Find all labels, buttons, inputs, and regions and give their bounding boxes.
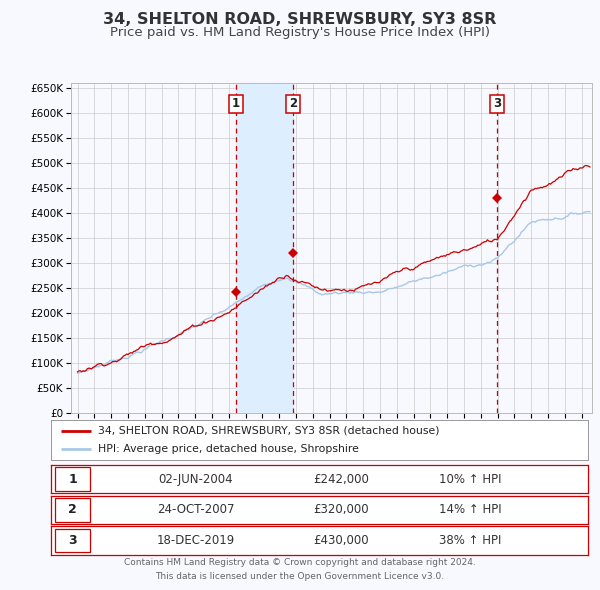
Text: 10% ↑ HPI: 10% ↑ HPI bbox=[439, 473, 501, 486]
Text: 14% ↑ HPI: 14% ↑ HPI bbox=[439, 503, 501, 516]
Text: 2: 2 bbox=[289, 97, 297, 110]
Text: 1: 1 bbox=[68, 473, 77, 486]
Text: 3: 3 bbox=[493, 97, 501, 110]
Text: £430,000: £430,000 bbox=[313, 534, 369, 547]
Text: Contains HM Land Registry data © Crown copyright and database right 2024.: Contains HM Land Registry data © Crown c… bbox=[124, 558, 476, 567]
Text: This data is licensed under the Open Government Licence v3.0.: This data is licensed under the Open Gov… bbox=[155, 572, 445, 581]
Text: 2: 2 bbox=[68, 503, 77, 516]
Text: 02-JUN-2004: 02-JUN-2004 bbox=[158, 473, 233, 486]
Text: 38% ↑ HPI: 38% ↑ HPI bbox=[439, 534, 501, 547]
Text: £242,000: £242,000 bbox=[313, 473, 369, 486]
Text: 1: 1 bbox=[232, 97, 240, 110]
FancyBboxPatch shape bbox=[55, 467, 90, 491]
Text: Price paid vs. HM Land Registry's House Price Index (HPI): Price paid vs. HM Land Registry's House … bbox=[110, 26, 490, 39]
Text: 3: 3 bbox=[68, 534, 77, 547]
Text: 34, SHELTON ROAD, SHREWSBURY, SY3 8SR (detached house): 34, SHELTON ROAD, SHREWSBURY, SY3 8SR (d… bbox=[98, 426, 440, 436]
Text: 34, SHELTON ROAD, SHREWSBURY, SY3 8SR: 34, SHELTON ROAD, SHREWSBURY, SY3 8SR bbox=[103, 12, 497, 27]
Text: 24-OCT-2007: 24-OCT-2007 bbox=[157, 503, 235, 516]
Text: 18-DEC-2019: 18-DEC-2019 bbox=[157, 534, 235, 547]
Text: HPI: Average price, detached house, Shropshire: HPI: Average price, detached house, Shro… bbox=[98, 444, 359, 454]
FancyBboxPatch shape bbox=[55, 529, 90, 552]
Text: £320,000: £320,000 bbox=[313, 503, 369, 516]
Bar bbox=[236, 83, 293, 413]
FancyBboxPatch shape bbox=[55, 498, 90, 522]
